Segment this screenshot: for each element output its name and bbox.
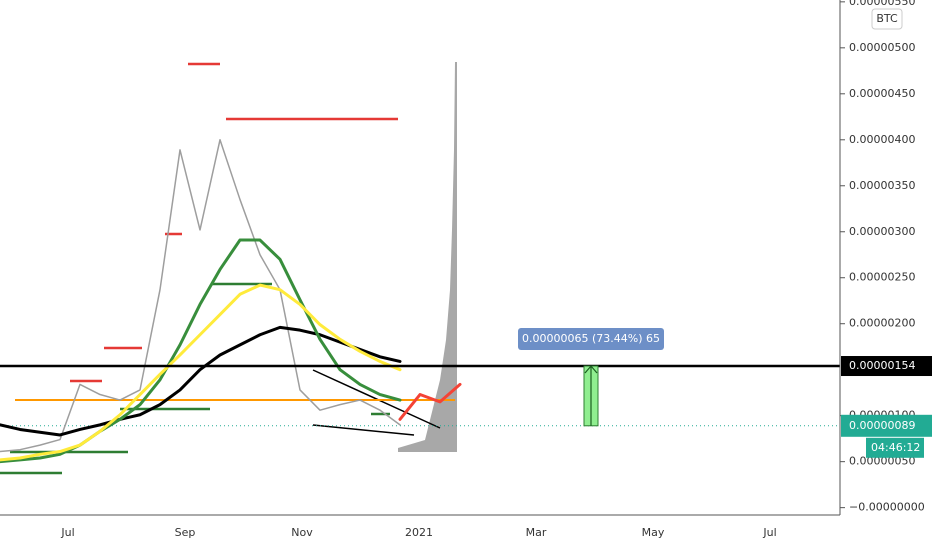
series-line	[0, 325, 402, 437]
y-tick-label: 0.00000350	[849, 179, 915, 192]
series-line	[0, 238, 402, 464]
y-tick-label: 0.00000450	[849, 87, 915, 100]
plot-area: 0.00000065 (73.44%) 65	[0, 139, 840, 464]
resistance-marks	[70, 62, 398, 383]
x-tick-label: Mar	[526, 526, 547, 539]
currency: BTC	[876, 12, 898, 25]
x-tick-label: Nov	[291, 526, 313, 539]
measure-box	[518, 328, 664, 351]
measure-label: 0.00000065 (73.44%) 65	[522, 332, 660, 345]
measure-arrow	[584, 365, 598, 426]
y-tick-label: 0.00000550	[849, 0, 915, 8]
wedge	[312, 369, 441, 436]
x-tick-label: Jul	[762, 526, 776, 539]
price-line-box	[841, 356, 932, 377]
last-price-box	[841, 414, 932, 437]
x-tick-label: Jul	[60, 526, 74, 539]
price-labels: 0.00000154 0.00000089 04:46:12	[841, 356, 932, 458]
series-line	[0, 283, 402, 462]
price-line-label: 0.00000154	[849, 359, 915, 372]
x-tick-label: May	[642, 526, 665, 539]
y-tick-label: 0.00000250	[849, 271, 915, 284]
y-tick-label: 0.00000400	[849, 133, 915, 146]
y-tick-label: −0.00000000	[849, 501, 925, 514]
series-line	[0, 139, 401, 453]
x-tick-label: Sep	[175, 526, 196, 539]
x-tick-label: 2021	[405, 526, 433, 539]
y-tick-label: 0.00000300	[849, 225, 915, 238]
y-tick-label: 0.00000500	[849, 41, 915, 54]
wedge-line	[312, 424, 415, 436]
support-marks	[0, 282, 390, 475]
y-axis: 0.00000550 0.00000500 0.00000450 0.00000400…	[60, 0, 924, 539]
last-price-label: 0.00000089	[849, 419, 915, 432]
countdown: 04:46:12	[871, 441, 920, 454]
volume-profile	[398, 62, 457, 452]
wedge-line	[312, 369, 441, 429]
countdown-box	[866, 437, 924, 458]
y-tick-label: 0.00000050	[849, 455, 915, 468]
y-tick-label: 0.00000200	[849, 317, 915, 330]
currency-badge	[871, 8, 903, 30]
series-line	[398, 382, 462, 421]
